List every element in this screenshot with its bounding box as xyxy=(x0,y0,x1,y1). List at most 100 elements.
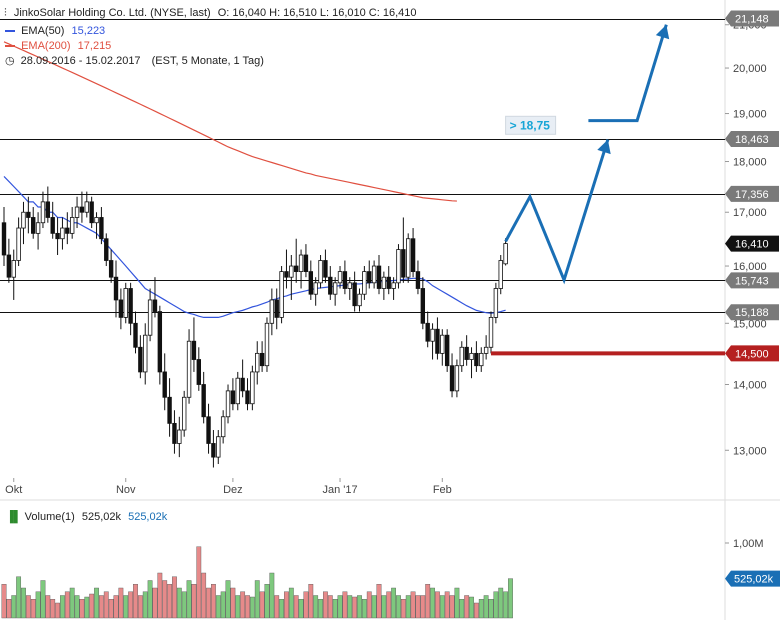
projection-arrowhead-2 xyxy=(655,24,670,40)
candle-up xyxy=(94,217,99,224)
candle-up xyxy=(362,271,367,295)
volume-bar xyxy=(391,587,396,619)
candles-icon: ⫶ xyxy=(4,7,7,20)
volume-bar xyxy=(55,602,60,619)
candle-up xyxy=(430,328,435,342)
candle-up xyxy=(347,282,352,289)
level-badge-text: 15,188 xyxy=(735,307,769,319)
volume-bar xyxy=(118,587,124,619)
volume-bar xyxy=(60,595,65,619)
candle-down xyxy=(99,217,104,240)
ema50-value: 15,223 xyxy=(71,25,106,38)
volume-bar xyxy=(293,595,299,619)
volume-bar xyxy=(50,599,56,619)
candle-up xyxy=(440,334,445,354)
period-legend: ◷ 28.09.2016 - 15.02.2017 (EST, 5 Monate… xyxy=(0,54,264,68)
volume-bar xyxy=(376,584,382,619)
volume-last-badge-text: 525,02k xyxy=(734,574,774,586)
volume-label: Volume(1) xyxy=(24,511,75,523)
volume-bar xyxy=(79,599,85,619)
candle-down xyxy=(474,352,479,367)
volume-bar xyxy=(361,599,367,619)
volume-bar xyxy=(308,584,314,619)
projection-path-2 xyxy=(588,24,668,123)
volume-bar xyxy=(269,572,275,619)
candle-down xyxy=(138,346,143,373)
candle-up xyxy=(177,429,182,444)
level-badge-text: 17,356 xyxy=(735,189,769,201)
candle-down xyxy=(152,299,158,312)
candle-up xyxy=(147,299,153,336)
volume-bar xyxy=(220,591,226,619)
level-badge: 21,148 xyxy=(725,10,779,27)
volume-bar xyxy=(454,587,460,619)
candle-down xyxy=(308,271,314,295)
volume-bar xyxy=(113,595,119,619)
candle-down xyxy=(293,265,299,272)
candle-up xyxy=(493,288,499,318)
candle-down xyxy=(191,340,197,360)
volume-bar xyxy=(430,587,435,619)
volume-bar xyxy=(225,580,231,619)
volume-bar xyxy=(323,591,328,619)
volume-last-badge: 525,02k xyxy=(725,570,780,587)
target-label-box xyxy=(505,115,557,135)
candle-up xyxy=(459,346,464,367)
volume-value-1: 525,02k xyxy=(81,511,122,523)
volume-bar xyxy=(167,584,172,619)
candle-down xyxy=(206,416,211,444)
last-price-badge-shape xyxy=(725,235,779,252)
level-badge: 15,743 xyxy=(725,272,779,289)
instrument-name: JinkoSolar Holding Co. Ltd. (NYSE, last) xyxy=(13,7,211,20)
volume-bar xyxy=(352,596,358,619)
ema50-legend: EMA(50) 15,223 xyxy=(0,24,105,38)
candle-down xyxy=(167,396,172,424)
candle-down xyxy=(435,328,440,354)
projection-path-1 xyxy=(504,139,610,285)
ema200-line xyxy=(3,41,457,202)
volume-bar xyxy=(215,595,221,619)
volume-bar xyxy=(6,599,12,619)
last-price-badge: 16,410 xyxy=(725,235,779,252)
volume-bar xyxy=(196,546,202,619)
volume-bar xyxy=(366,591,372,619)
candle-down xyxy=(230,390,236,405)
level-badge-shape xyxy=(725,10,779,27)
candle-up xyxy=(220,416,226,438)
volume-bar xyxy=(249,596,255,619)
candle-down xyxy=(157,311,163,373)
candle-up xyxy=(337,271,343,284)
volume-bar xyxy=(123,595,129,619)
candle-up xyxy=(123,288,128,318)
candle-down xyxy=(328,276,333,295)
volume-bar xyxy=(74,595,80,619)
candle-down xyxy=(464,346,469,360)
candle-up xyxy=(503,243,508,265)
candle-up xyxy=(406,238,411,278)
volume-bar xyxy=(449,595,455,619)
candle-down xyxy=(386,276,391,289)
volume-value-2: 525,02k xyxy=(128,511,168,523)
volume-bar xyxy=(464,595,470,619)
candle-up xyxy=(371,265,377,284)
candle-down xyxy=(65,227,70,234)
candle-up xyxy=(11,260,16,278)
y-tick-label: 13,000 xyxy=(733,445,767,457)
volume-bar xyxy=(259,591,265,619)
volume-bar xyxy=(64,591,70,619)
ema200-legend: EMA(200) 17,215 xyxy=(0,39,111,53)
candle-up xyxy=(235,377,240,405)
volume-bar xyxy=(381,595,387,619)
y-tick-label: 18,000 xyxy=(733,157,767,169)
candle-up xyxy=(332,282,338,295)
period-range: 28.09.2016 - 15.02.2017 xyxy=(20,55,141,68)
candle-up xyxy=(255,352,260,373)
candle-up xyxy=(318,260,323,284)
ema50-label: EMA(50) xyxy=(21,25,65,38)
x-tick-label: Feb xyxy=(433,484,452,496)
volume-bar xyxy=(147,580,153,619)
candle-up xyxy=(391,282,396,289)
projection-arrowhead-1 xyxy=(597,139,611,155)
candle-up xyxy=(289,265,294,278)
